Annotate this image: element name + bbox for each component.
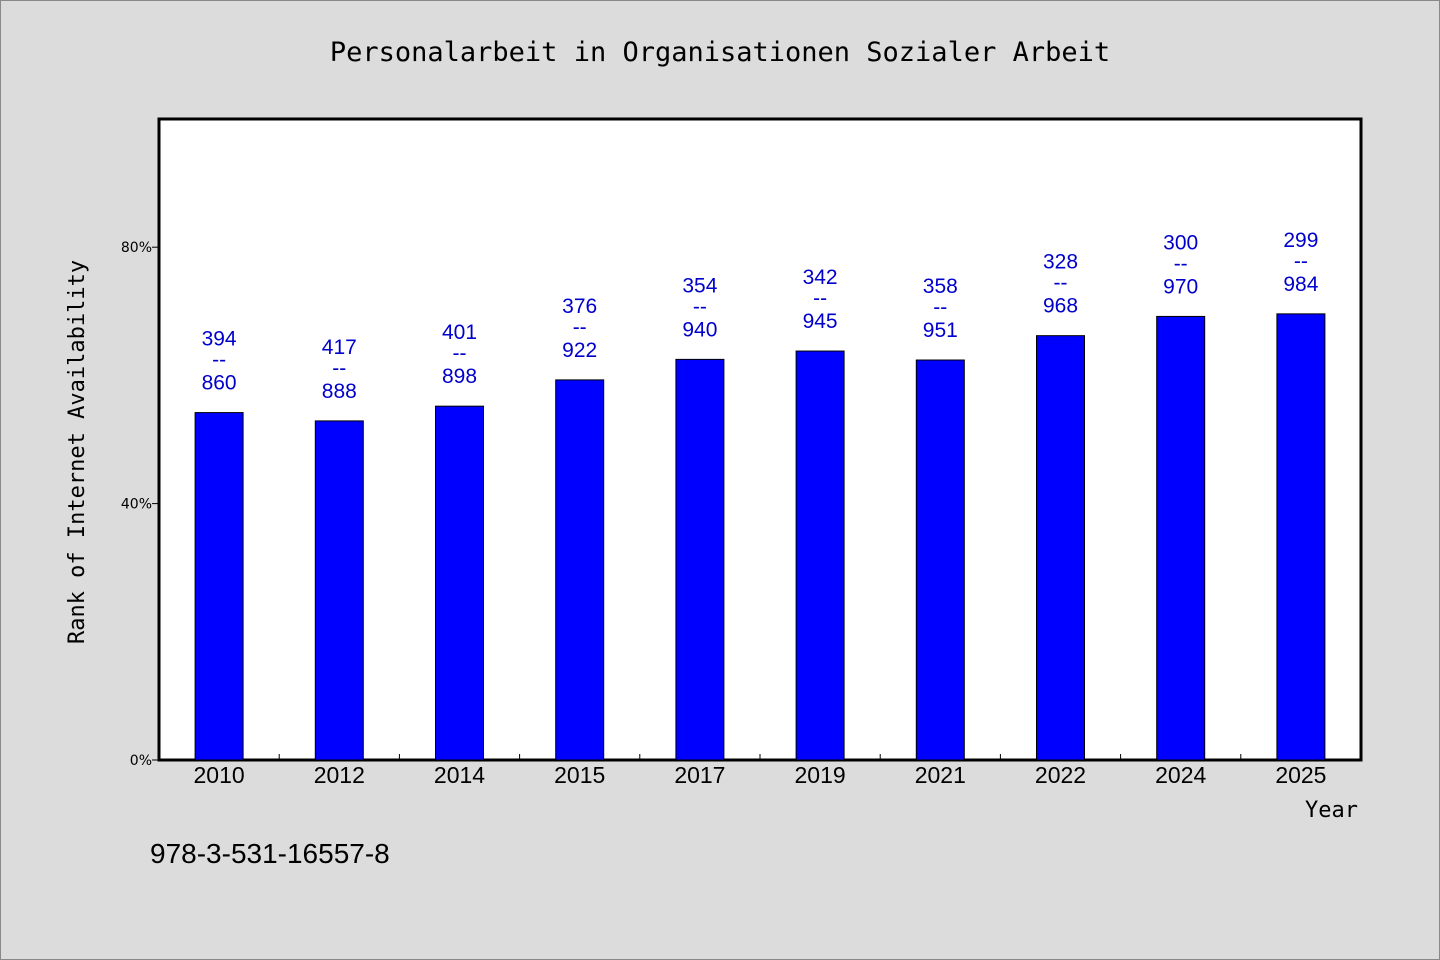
x-axis-label: Year [1305, 798, 1358, 823]
y-tick-label: 80% [121, 240, 152, 256]
x-tick-label: 2019 [795, 762, 846, 788]
data-label-bottom: 860 [202, 372, 237, 395]
x-tick-label: 2024 [1155, 762, 1206, 788]
x-tick-label: 2017 [674, 762, 725, 788]
data-label-bottom: 984 [1283, 273, 1318, 296]
bars [194, 313, 1326, 761]
bar-2025 [1276, 313, 1326, 761]
data-label-separator: -- [1054, 272, 1068, 295]
data-label-bottom: 922 [562, 339, 597, 362]
bar-2024 [1156, 315, 1206, 761]
y-tick-label: 40% [121, 497, 152, 513]
data-label-bottom: 945 [803, 310, 838, 333]
bar-2022 [1036, 335, 1085, 761]
bar-2014 [435, 405, 484, 761]
x-tick-label: 2022 [1035, 762, 1086, 788]
data-label-separator: -- [933, 296, 947, 319]
data-label-top: 328 [1043, 251, 1078, 274]
y-tick-label: 0% [130, 753, 152, 769]
data-label-bottom: 951 [923, 319, 958, 342]
data-label-separator: -- [813, 287, 827, 310]
data-label-separator: -- [332, 357, 346, 380]
footer-isbn: 978-3-531-16557-8 [150, 838, 390, 869]
y-axis-label: Rank of Internet Availability [65, 260, 90, 644]
data-label-top: 299 [1283, 229, 1318, 252]
data-label-top: 342 [803, 266, 838, 289]
bar-2017 [675, 358, 725, 761]
bar-2021 [915, 359, 965, 761]
data-label-separator: -- [573, 316, 587, 339]
bar-2015 [555, 379, 605, 761]
x-tick-label: 2025 [1275, 762, 1326, 788]
data-label-top: 300 [1163, 231, 1198, 254]
x-tick-label: 2010 [194, 762, 245, 788]
data-label-bottom: 968 [1043, 295, 1078, 318]
data-label-bottom: 888 [322, 380, 357, 403]
data-label-top: 376 [562, 295, 597, 318]
data-label-top: 401 [442, 321, 477, 344]
data-label-separator: -- [212, 349, 226, 372]
data-label-separator: -- [1174, 252, 1188, 275]
data-label-separator: -- [453, 342, 467, 365]
data-label-bottom: 940 [682, 318, 717, 341]
bar-2019 [795, 350, 845, 761]
x-tick-label: 2014 [434, 762, 485, 788]
bar-2010 [194, 412, 244, 761]
x-axis: 2010 2012 2014 2015 2017 2019 2021 2022 2024 2025 [194, 754, 1326, 788]
data-label-separator: -- [693, 295, 707, 318]
data-label-top: 354 [682, 274, 717, 297]
data-label-separator: -- [1294, 250, 1308, 273]
y-axis: 0% 40% 80% [121, 240, 159, 769]
chart-title: Personalarbeit in Organisationen Soziale… [330, 37, 1110, 68]
data-label-bottom: 898 [442, 365, 477, 388]
x-tick-label: 2012 [314, 762, 365, 788]
x-tick-label: 2015 [554, 762, 605, 788]
data-label-top: 358 [923, 275, 958, 298]
data-labels: 394--860417--888401--898376--922354--940… [202, 229, 1319, 403]
x-tick-label: 2021 [915, 762, 966, 788]
data-label-bottom: 970 [1163, 275, 1198, 298]
data-label-top: 394 [202, 328, 237, 351]
data-label-top: 417 [322, 336, 357, 359]
bar-2012 [314, 420, 364, 761]
